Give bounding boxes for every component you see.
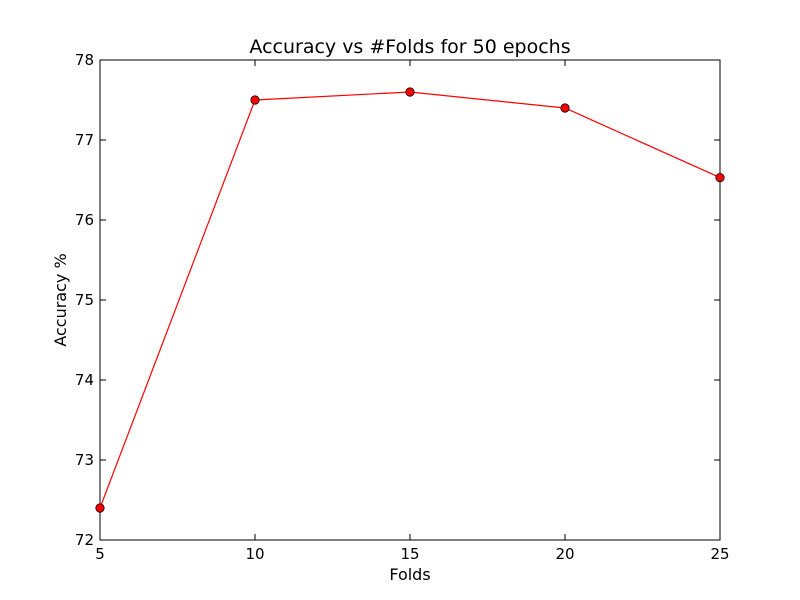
y-tick-label: 77 <box>75 131 94 149</box>
series-points <box>95 87 725 513</box>
y-tick-label: 73 <box>75 451 94 469</box>
x-tick-label: 15 <box>400 545 419 563</box>
y-tick-label: 75 <box>75 291 94 309</box>
x-axis-label: Folds <box>389 565 430 584</box>
series-line <box>99 91 721 509</box>
y-tick-label: 72 <box>75 531 94 549</box>
y-tick-label: 74 <box>75 371 94 389</box>
x-tick-label: 25 <box>710 545 729 563</box>
y-tick-label: 78 <box>75 51 94 69</box>
data-point <box>715 173 725 183</box>
y-axis: 72 73 74 75 76 77 78 <box>75 51 720 549</box>
chart-title: Accuracy vs #Folds for 50 epochs <box>249 36 570 58</box>
y-tick-label: 76 <box>75 211 94 229</box>
data-point <box>95 503 105 513</box>
y-axis-label: Accuracy % <box>51 253 70 346</box>
x-tick-label: 20 <box>555 545 574 563</box>
data-point <box>405 87 415 97</box>
x-tick-label: 10 <box>245 545 264 563</box>
data-point <box>250 95 260 105</box>
plot-frame <box>99 59 721 541</box>
data-point <box>560 103 570 113</box>
x-tick-label: 5 <box>95 545 105 563</box>
x-axis: 5 10 15 20 25 <box>95 60 730 563</box>
